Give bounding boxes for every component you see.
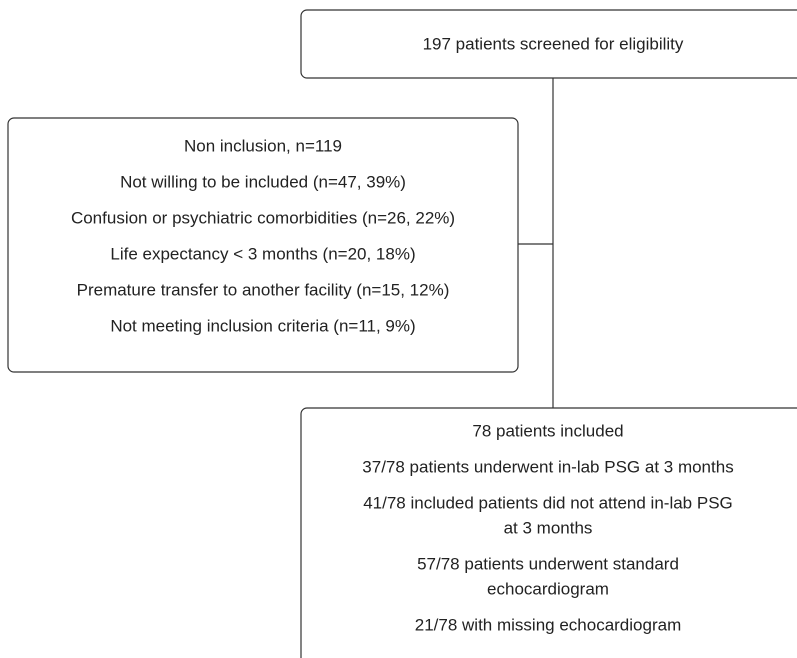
node-text: Not willing to be included (n=47, 39%) bbox=[120, 172, 406, 191]
node-text: Life expectancy < 3 months (n=20, 18%) bbox=[110, 244, 415, 263]
exclusion-box bbox=[7, 117, 519, 373]
node-text: 57/78 patients underwent standard bbox=[417, 554, 679, 573]
node-text: Non inclusion, n=119 bbox=[184, 136, 342, 155]
node-text: Confusion or psychiatric comorbidities (… bbox=[71, 208, 455, 227]
node-text: Premature transfer to another facility (… bbox=[77, 280, 450, 299]
node-text: 197 patients screened for eligibility bbox=[423, 34, 684, 53]
node-text: 78 patients included bbox=[472, 421, 623, 440]
node-text: 21/78 with missing echocardiogram bbox=[415, 615, 681, 634]
node-text: 41/78 included patients did not attend i… bbox=[363, 493, 733, 512]
node-text: at 3 months bbox=[504, 518, 593, 537]
screened-box bbox=[300, 9, 797, 79]
node-text: 37/78 patients underwent in-lab PSG at 3… bbox=[362, 457, 733, 476]
node-text: echocardiogram bbox=[487, 579, 609, 598]
node-text: Not meeting inclusion criteria (n=11, 9%… bbox=[110, 316, 415, 335]
included-box bbox=[300, 407, 797, 658]
